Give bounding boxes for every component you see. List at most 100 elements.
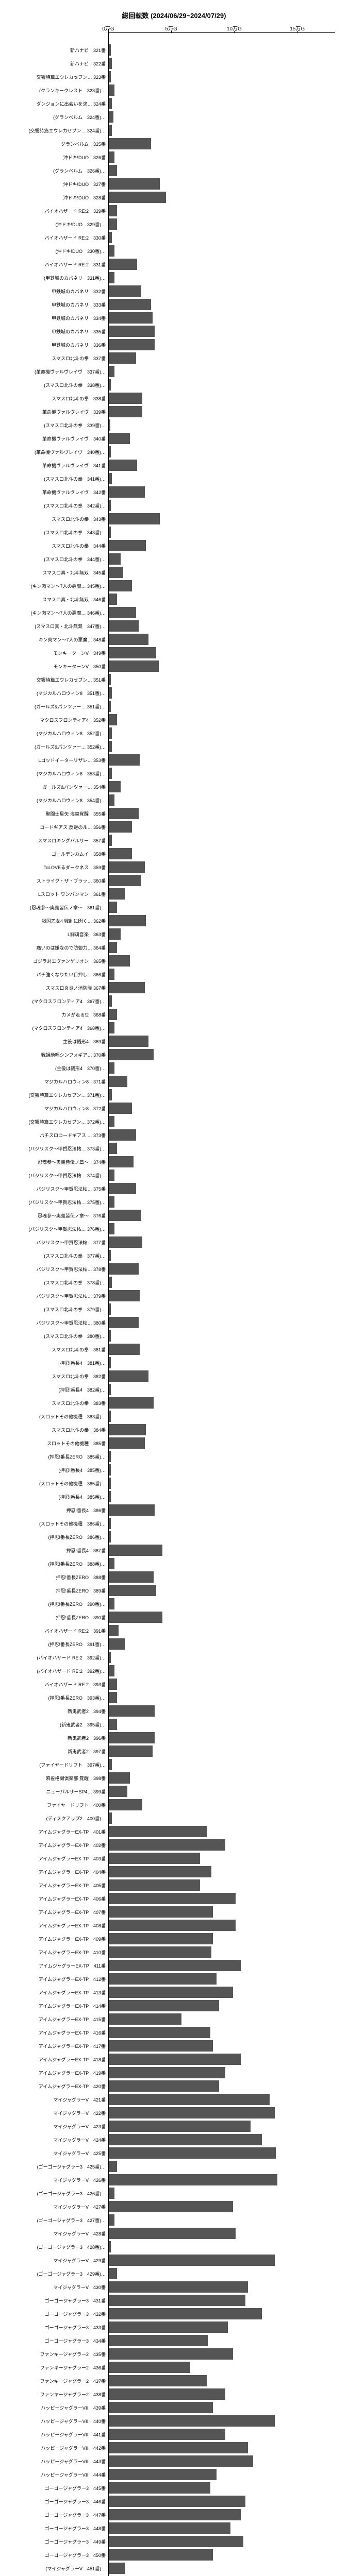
bar bbox=[108, 2013, 181, 2025]
bar bbox=[108, 2482, 210, 2494]
bar bbox=[108, 460, 137, 471]
bar bbox=[108, 2563, 125, 2574]
bar-track bbox=[108, 954, 335, 968]
bar bbox=[108, 1772, 130, 1784]
bar-track bbox=[108, 1758, 335, 1771]
bar-track bbox=[108, 914, 335, 927]
bar-track bbox=[108, 1383, 335, 1396]
bar-label: 新鬼武者2 394番 bbox=[5, 1708, 108, 1715]
bar-label: (押忍!番長4 385番)… bbox=[5, 1494, 108, 1500]
bar bbox=[108, 1290, 140, 1301]
bar-row: アイムジャグラーEX-TP 410番 bbox=[5, 1945, 343, 1959]
bar-row: 革命機ヴァルヴレイヴ 341番 bbox=[5, 459, 343, 472]
bar-row: ファイヤードリフト 400番 bbox=[5, 1798, 343, 1811]
bar-label: マイジャグラーⅤ 425番 bbox=[5, 2150, 108, 2157]
bar-track bbox=[108, 887, 335, 901]
bar-track bbox=[108, 941, 335, 954]
bar-row: ガールズ&パンツァー… 354番 bbox=[5, 780, 343, 793]
bar-track bbox=[108, 124, 335, 137]
bar-label: (マジカルハロウィン8 353番)… bbox=[5, 770, 108, 777]
bar-row: スマスロ真・北斗無双 346番 bbox=[5, 592, 343, 606]
bar-track bbox=[108, 1490, 335, 1503]
bar-label: マイジャグラーⅤ 427番 bbox=[5, 2204, 108, 2210]
bar-track bbox=[108, 1838, 335, 1852]
bar-row: パチ強くなりたい目押し… 366番 bbox=[5, 968, 343, 981]
bar-label: Lスロット ワンパンマン 361番 bbox=[5, 891, 108, 897]
bar-track bbox=[108, 834, 335, 847]
bar-track bbox=[108, 1369, 335, 1383]
bar-label: 沖ドキ!DUO 327番 bbox=[5, 181, 108, 188]
axis-labels: 0万G5万G10万G15万G bbox=[108, 24, 335, 32]
bar bbox=[108, 1558, 114, 1569]
bar-label: (マクロスフロンティア4 367番)… bbox=[5, 998, 108, 1005]
bar-row: (バイオハザード RE:2 392番)… bbox=[5, 1651, 343, 1664]
bar-label: (交響詩篇エウレカセブン… 324番)… bbox=[5, 127, 108, 134]
bar-track bbox=[108, 2441, 335, 2454]
bar bbox=[108, 1504, 155, 1516]
bar-track bbox=[108, 445, 335, 459]
bar bbox=[108, 1089, 112, 1100]
bar bbox=[108, 1946, 211, 1958]
bar-label: スマスロキングパルサー 357番 bbox=[5, 837, 108, 844]
bar-track bbox=[108, 258, 335, 271]
bar-label: ゴーゴージャグラー3 450番 bbox=[5, 2552, 108, 2558]
bar-label: パチ強くなりたい目押し… 366番 bbox=[5, 971, 108, 978]
bar-track bbox=[108, 968, 335, 981]
bar-row: 甲鉄城のカバネリ 334番 bbox=[5, 311, 343, 325]
bar-label: ファンキージャグラー2 436番 bbox=[5, 2364, 108, 2371]
bar-track bbox=[108, 1195, 335, 1209]
bar-label: (沖ドキ!DUO 329番)… bbox=[5, 221, 108, 228]
bar-row: スマスロキングパルサー 357番 bbox=[5, 834, 343, 847]
bar-row: バジリスク～甲賀忍法帖… 379番 bbox=[5, 1289, 343, 1302]
bar bbox=[108, 1732, 155, 1743]
bar-row: マイジャグラーⅤ 452番 bbox=[5, 2575, 343, 2576]
bar bbox=[108, 352, 136, 364]
bar-track bbox=[108, 2267, 335, 2280]
bar-track bbox=[108, 579, 335, 592]
bar bbox=[108, 1424, 146, 1435]
bar-row: グランベルム 325番 bbox=[5, 137, 343, 150]
bar-row: キン肉マン～7人の悪魔… 348番 bbox=[5, 633, 343, 646]
bar-track bbox=[108, 1155, 335, 1168]
bar-label: 交響詩篇エウレカセブン… 351番 bbox=[5, 676, 108, 683]
bar-track bbox=[108, 686, 335, 700]
bar bbox=[108, 660, 159, 672]
bar-label: 主役は銭形4 369番 bbox=[5, 1038, 108, 1045]
bar-row: (グランベルム 326番)… bbox=[5, 164, 343, 177]
bar-label: アイムジャグラーEX-TP 402番 bbox=[5, 1842, 108, 1849]
bar bbox=[108, 861, 145, 873]
bar-label: (ゴーゴージャグラー3 425番)… bbox=[5, 2163, 108, 2170]
bar-track bbox=[108, 2454, 335, 2468]
bar-track bbox=[108, 1852, 335, 1865]
bar-label: (マイジャグラーⅤ 451番)… bbox=[5, 2565, 108, 2572]
bar-track bbox=[108, 110, 335, 124]
bar-track bbox=[108, 2495, 335, 2508]
bar-track bbox=[108, 807, 335, 820]
bar-row: マイジャグラーⅤ 430番 bbox=[5, 2280, 343, 2294]
bar-label: カメが走る!2 368番 bbox=[5, 1011, 108, 1018]
bar bbox=[108, 2161, 117, 2172]
bar-label: アイムジャグラーEX-TP 403番 bbox=[5, 1855, 108, 1862]
bar bbox=[108, 714, 117, 725]
bar-label: キン肉マン～7人の悪魔… 348番 bbox=[5, 636, 108, 643]
bar bbox=[108, 727, 112, 739]
bar-row: 新鬼武者2 396番 bbox=[5, 1731, 343, 1744]
bar-row: (スロットその他機種 385番)… bbox=[5, 1477, 343, 1490]
bar-row: 革命機ヴァルヴレイヴ 342番 bbox=[5, 485, 343, 499]
bar-row: (押忍!番長ZERO 393番)… bbox=[5, 1691, 343, 1704]
bar-track bbox=[108, 2401, 335, 2414]
bar-track bbox=[108, 2307, 335, 2320]
bar-label: アイムジャグラーEX-TP 410番 bbox=[5, 1949, 108, 1956]
bar-label: (マジカルハロウィン8 354番)… bbox=[5, 797, 108, 804]
bar-track bbox=[108, 659, 335, 673]
bar bbox=[108, 1879, 200, 1891]
bar-track bbox=[108, 2253, 335, 2267]
bar-label: (バジリスク～甲賀忍法帖… 375番)… bbox=[5, 1199, 108, 1206]
bar bbox=[108, 2134, 262, 2145]
bar bbox=[108, 2121, 251, 2132]
bar-label: ファンキージャグラー2 435番 bbox=[5, 2351, 108, 2358]
bar-track bbox=[108, 1651, 335, 1664]
bar-track bbox=[108, 1075, 335, 1088]
bar-row: カメが走る!2 368番 bbox=[5, 1008, 343, 1021]
bar-label: (スマスロ北斗の拳 378番)… bbox=[5, 1279, 108, 1286]
